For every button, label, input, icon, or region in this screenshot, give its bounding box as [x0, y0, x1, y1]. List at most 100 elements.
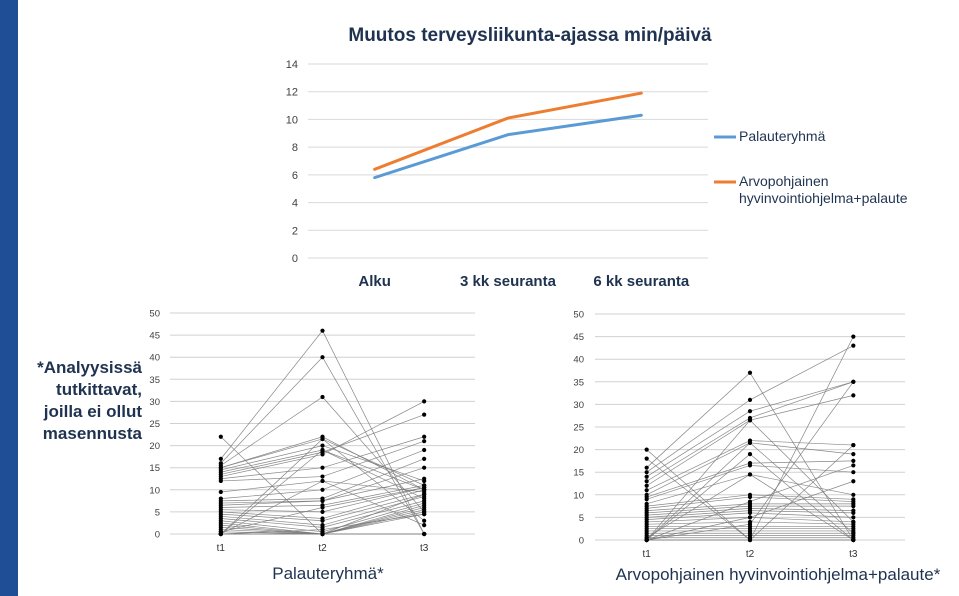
- chart2-point: [422, 523, 427, 528]
- chart2-point: [320, 505, 325, 510]
- chart1-x-tick-label: 3 kk seuranta: [460, 273, 557, 290]
- chart2-y-tick-label: 0: [155, 530, 160, 541]
- chart3-point: [851, 334, 856, 339]
- chart3-point: [644, 470, 649, 475]
- chart3-x-tick-label: t3: [849, 549, 858, 560]
- chart2-y-tick-label: 25: [149, 419, 160, 430]
- chart2-point: [320, 447, 325, 453]
- footnote-line: masennusta: [42, 424, 142, 443]
- chart2-point: [422, 518, 427, 523]
- chart1-y-tick-label: 14: [286, 59, 298, 71]
- chart3-y-tick-label: 0: [579, 536, 584, 547]
- chart3-point: [851, 504, 856, 509]
- chart2-y-tick-label: 45: [149, 331, 160, 342]
- chart3-point: [851, 479, 856, 484]
- chart3-point: [644, 465, 649, 470]
- chart2-point: [320, 465, 325, 470]
- chart2-x-tick-label: t2: [318, 543, 327, 554]
- chart3-point: [747, 472, 753, 477]
- chart2-y-tick-label: 40: [149, 353, 160, 364]
- chart3-point: [644, 488, 649, 493]
- chart3-point: [747, 499, 753, 504]
- chart3-title: Arvopohjainen hyvinvointiohjelma+palaute…: [616, 565, 941, 584]
- chart3-y-tick-label: 50: [573, 310, 584, 321]
- chart3-point: [851, 510, 856, 515]
- chart3-y-tick-label: 15: [573, 468, 584, 479]
- chart3-point: [747, 418, 753, 423]
- chart1-y-tick-label: 8: [292, 142, 298, 154]
- chart3-point: [747, 522, 753, 527]
- chart2-point: [320, 474, 325, 479]
- chart3-point: [851, 531, 856, 536]
- chart3-y-tick-label: 35: [573, 377, 584, 388]
- chart2-point: [218, 529, 223, 534]
- chart3-point: [851, 343, 856, 348]
- chart2-x-tick-label: t1: [217, 543, 226, 554]
- chart2-point: [422, 485, 427, 490]
- chart2-point: [320, 355, 325, 360]
- chart2-point: [422, 456, 427, 461]
- chart3-point: [851, 379, 856, 384]
- chart2-point: [320, 478, 325, 484]
- chart3-point: [851, 463, 856, 468]
- chart3-point: [851, 470, 856, 475]
- chart2-y-tick-label: 35: [149, 375, 160, 386]
- chart3-point: [851, 492, 856, 497]
- chart3-point: [747, 463, 753, 468]
- chart2-point: [422, 465, 427, 470]
- chart2-point: [422, 412, 427, 417]
- chart2-point: [320, 394, 325, 400]
- chart3-point: [851, 515, 856, 520]
- chart2-point: [422, 434, 427, 439]
- chart2-y-tick-label: 10: [149, 485, 160, 496]
- chart3-point: [851, 519, 856, 525]
- chart1-title: Muutos terveysliikunta-ajassa min/päivä: [348, 25, 712, 46]
- chart3-point: [747, 409, 753, 414]
- chart3-point: [644, 479, 649, 484]
- chart3-point: [851, 393, 856, 398]
- chart2-y-tick-label: 5: [155, 507, 160, 518]
- chart1-legend-label-2: Arvopohjainen hyvinvointiohjelma+palaute: [739, 173, 908, 206]
- chart2-point: [320, 487, 325, 492]
- chart2-title: Palauteryhmä*: [272, 564, 384, 583]
- chart1-y-tick-label: 6: [292, 170, 298, 182]
- chart2-y-tick-label: 50: [149, 309, 160, 320]
- chart1-y-tick-label: 2: [292, 225, 298, 237]
- chart2-point: [320, 436, 325, 442]
- chart1-y-tick-label: 4: [292, 198, 298, 210]
- chart3-point: [747, 440, 753, 445]
- chart2-y-tick-label: 20: [149, 441, 160, 452]
- chart2-y-tick-label: 15: [149, 463, 160, 474]
- chart3-y-tick-label: 45: [573, 332, 584, 343]
- chart3-point: [747, 452, 753, 457]
- chart1-y-tick-label: 12: [286, 87, 298, 99]
- chart3-point: [644, 483, 649, 488]
- chart3-point: [851, 537, 856, 543]
- chart2-point: [422, 531, 427, 537]
- chart3-point: [851, 452, 856, 457]
- chart3-point: [644, 474, 649, 479]
- chart3-point: [851, 442, 856, 448]
- chart3-point: [747, 397, 753, 402]
- accent-side-bar: [0, 0, 18, 596]
- chart2-point: [320, 452, 325, 457]
- chart2-point: [320, 443, 325, 448]
- chart3-y-tick-label: 25: [573, 423, 584, 434]
- chart3-y-tick-label: 5: [579, 513, 584, 524]
- chart2-point: [218, 478, 223, 484]
- footnote-line: tutkittavat,: [56, 380, 142, 399]
- chart1-y-tick-label: 0: [292, 253, 298, 265]
- chart2-point: [422, 447, 427, 453]
- chart2-point: [422, 503, 427, 508]
- chart1-y-tick-label: 10: [286, 114, 298, 126]
- chart2-x-tick-label: t3: [420, 543, 429, 554]
- chart2-point: [422, 399, 427, 404]
- chart3-point: [747, 510, 753, 515]
- chart3-x-tick-label: t2: [746, 549, 755, 560]
- chart3-y-tick-label: 10: [573, 490, 584, 501]
- chart2-point: [320, 531, 325, 537]
- chart1-series-line-1: [373, 113, 643, 180]
- chart2-point: [422, 512, 427, 517]
- chart3-y-tick-label: 20: [573, 445, 584, 456]
